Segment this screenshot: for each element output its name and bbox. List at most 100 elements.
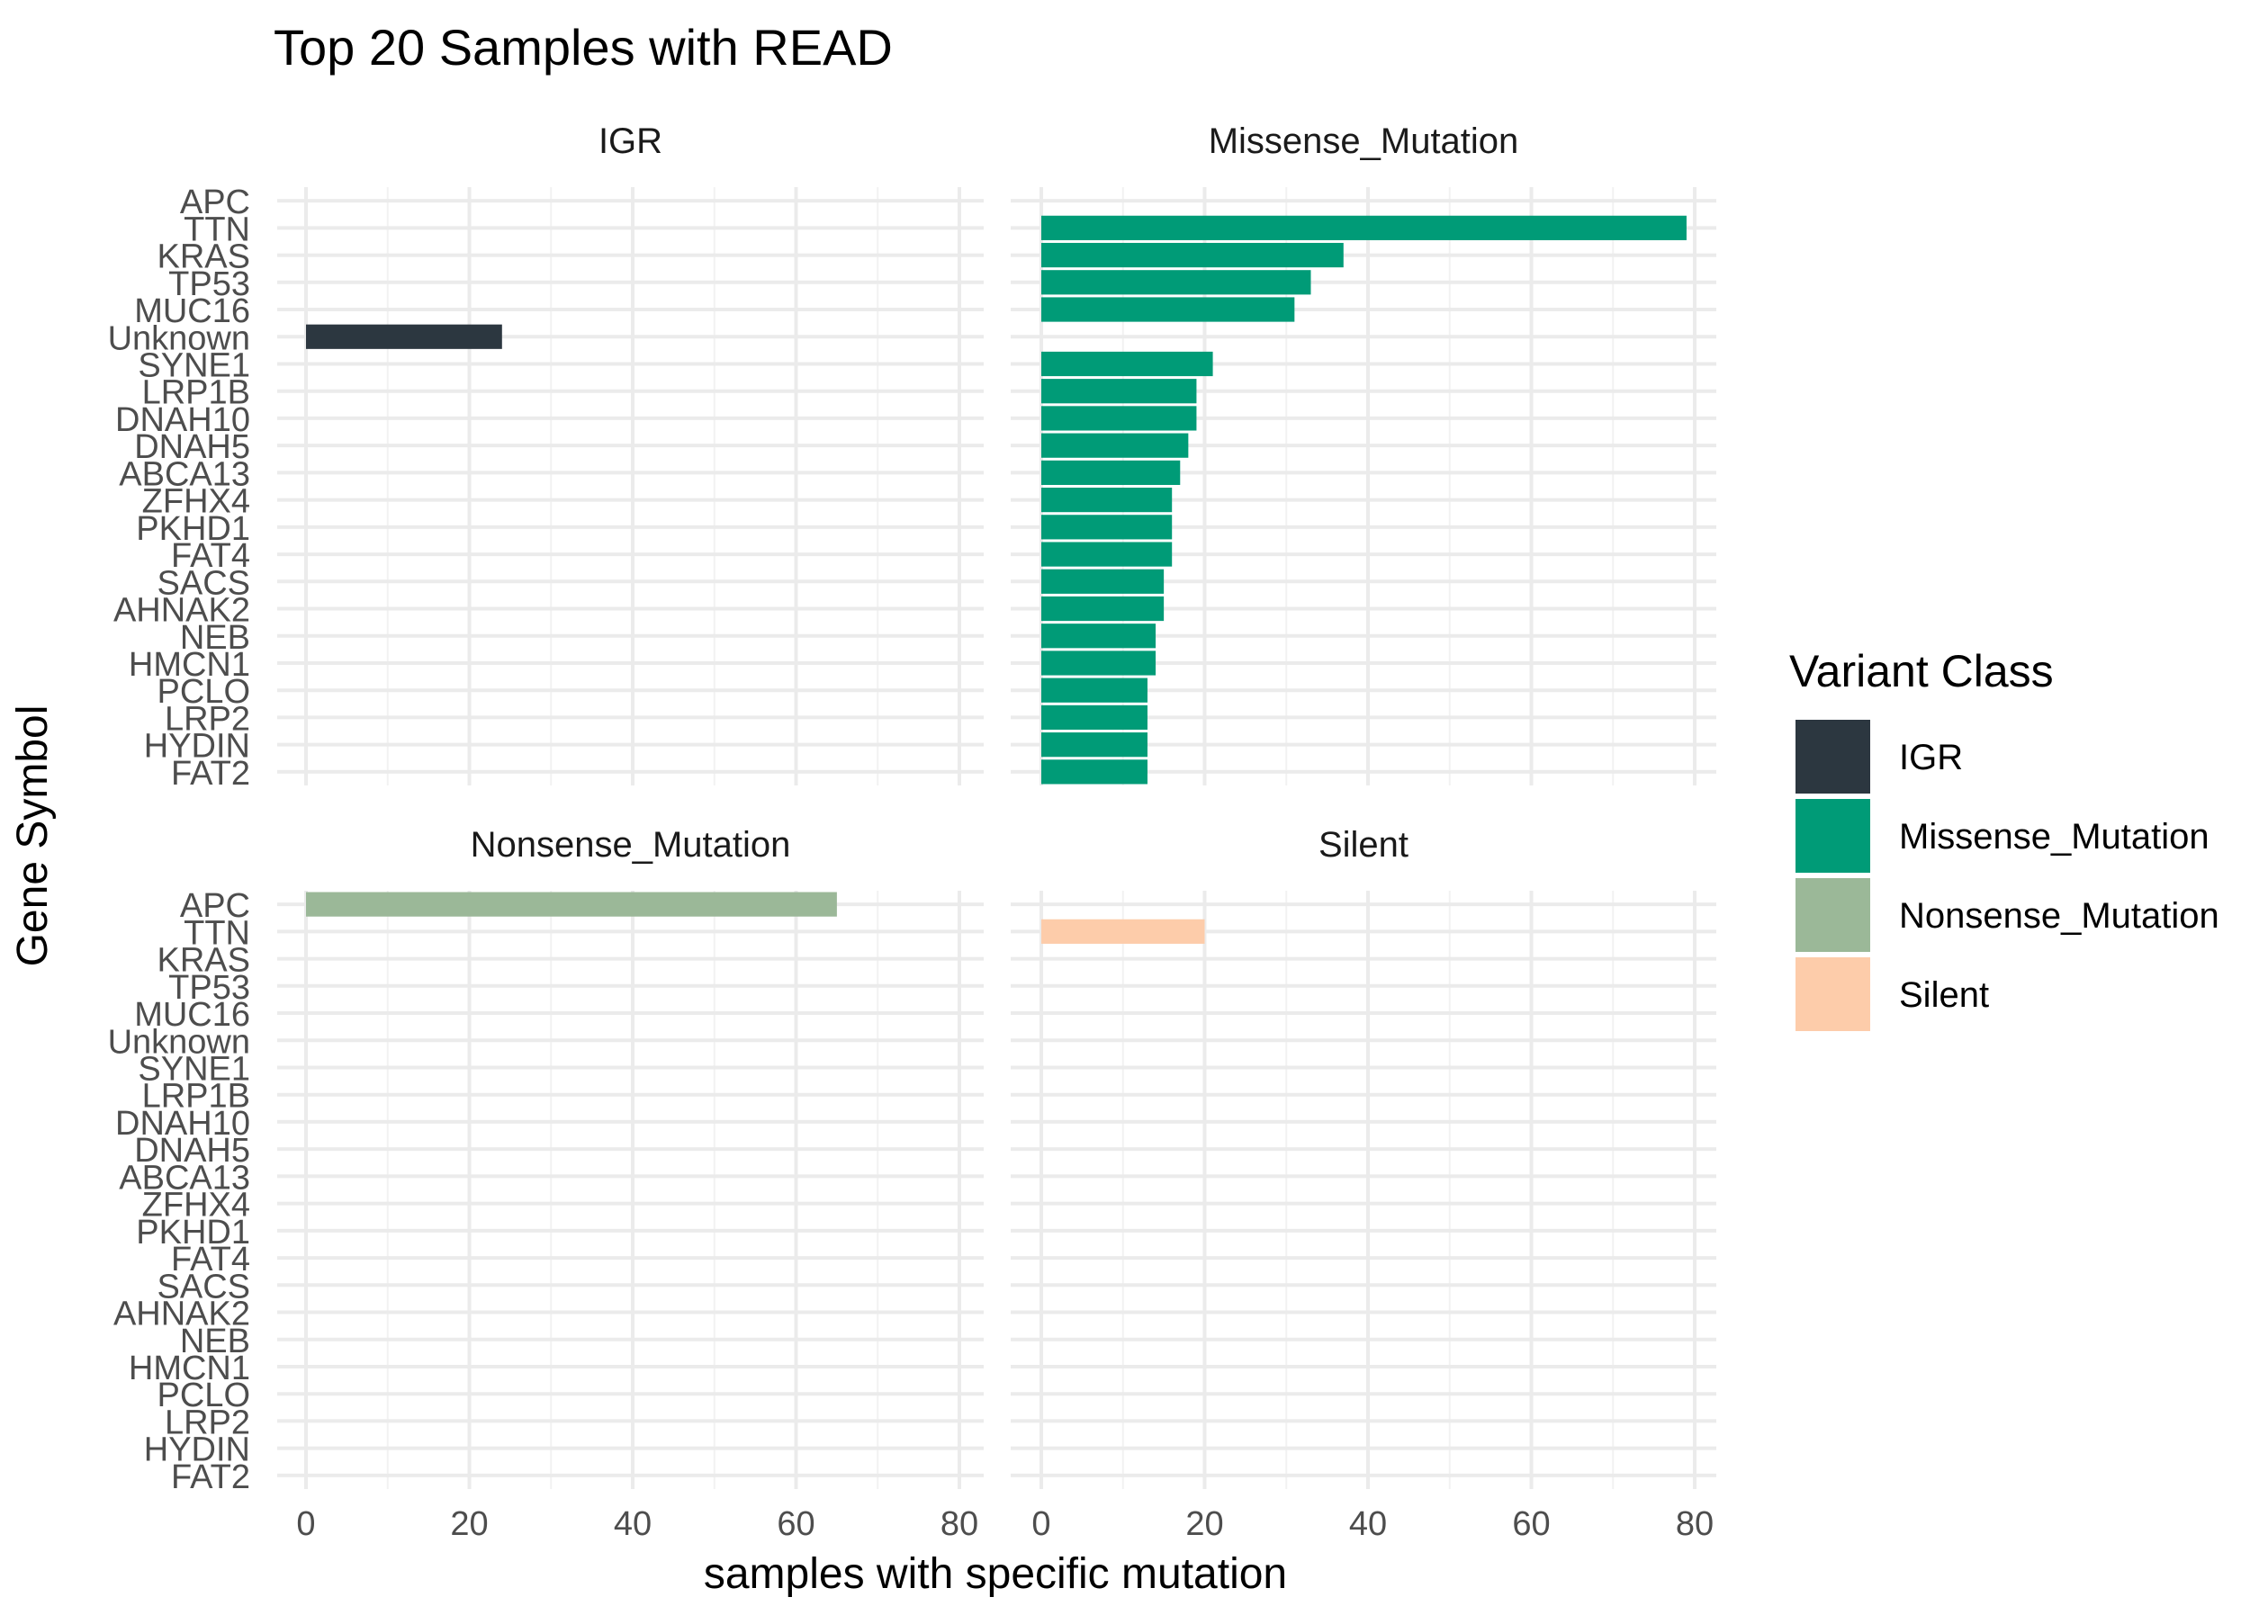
y-tick-label: DNAH10 — [115, 401, 250, 439]
bar-missense-mutation-abca13 — [1041, 460, 1181, 485]
y-tick-label: NEB — [180, 619, 250, 657]
y-tick-label: APC — [180, 184, 250, 221]
facet-strip-label: Silent — [1318, 825, 1408, 865]
bar-missense-mutation-dnah10 — [1041, 406, 1197, 431]
y-tick-label: ZFHX4 — [142, 1187, 250, 1225]
facet-missense-mutation: Missense_Mutation — [1011, 121, 1716, 785]
y-tick-label: LRP1B — [142, 1078, 250, 1116]
y-tick-label: Unknown — [108, 1023, 250, 1061]
y-tick-label: TTN — [184, 211, 250, 248]
facet-igr: IGR APCTTNKRASTP53MUC16UnknownSYNE1LRP1BD… — [108, 121, 984, 793]
legend-item-nonsense-mutation: Nonsense_Mutation — [1796, 878, 2219, 952]
y-tick-label: AHNAK2 — [113, 592, 250, 630]
y-tick-label: FAT2 — [171, 755, 250, 793]
legend-swatch — [1796, 720, 1870, 794]
legend-items: IGR Missense_Mutation Nonsense_Mutation Sil… — [1796, 720, 2219, 1031]
y-tick-label: FAT4 — [171, 1241, 250, 1279]
facet-strip-label: Nonsense_Mutation — [471, 825, 791, 865]
y-tick-label: HYDIN — [144, 1431, 250, 1469]
bar-igr-unknown — [306, 324, 502, 349]
legend-swatch — [1796, 957, 1870, 1031]
y-tick-label: ZFHX4 — [142, 483, 250, 521]
legend-label: Nonsense_Mutation — [1899, 896, 2219, 936]
y-tick-label: ABCA13 — [119, 455, 250, 493]
y-tick-label: DNAH10 — [115, 1105, 250, 1143]
y-axis-label: Gene Symbol — [9, 705, 57, 967]
bar-missense-mutation-tp53 — [1041, 270, 1311, 295]
bar-missense-mutation-sacs — [1041, 569, 1165, 594]
y-tick-label: HMCN1 — [129, 646, 250, 684]
y-tick-label: LRP2 — [165, 700, 250, 738]
x-tick-label: 0 — [1031, 1505, 1050, 1543]
legend-swatch — [1796, 878, 1870, 952]
y-tick-label: MUC16 — [134, 996, 250, 1034]
y-tick-label: TP53 — [168, 265, 250, 303]
bar-missense-mutation-ahnak2 — [1041, 596, 1165, 622]
bar-missense-mutation-lrp2 — [1041, 704, 1148, 731]
y-tick-label: AHNAK2 — [113, 1296, 250, 1333]
bar-missense-mutation-syne1 — [1041, 351, 1213, 377]
y-tick-label: PCLO — [158, 1377, 250, 1414]
bar-missense-mutation-zfhx4 — [1041, 488, 1173, 513]
y-tick-label: LRP1B — [142, 374, 250, 412]
y-tick-label: SACS — [158, 1268, 250, 1305]
bar-missense-mutation-pclo — [1041, 677, 1148, 703]
legend-item-silent: Silent — [1796, 957, 1989, 1031]
bar-missense-mutation-ttn — [1041, 215, 1687, 240]
bar-missense-mutation-fat2 — [1041, 759, 1148, 785]
y-tick-label: KRAS — [158, 238, 250, 276]
facet-strip-label: Missense_Mutation — [1209, 121, 1519, 161]
legend-label: Silent — [1899, 975, 1989, 1015]
bar-silent-ttn — [1041, 919, 1205, 944]
y-tick-label: HYDIN — [144, 728, 250, 766]
y-tick-label: SYNE1 — [138, 346, 250, 384]
y-tick-label: HMCN1 — [129, 1350, 250, 1387]
x-tick-label: 60 — [777, 1505, 814, 1543]
y-tick-label: Unknown — [108, 319, 250, 357]
legend-swatch — [1796, 799, 1870, 873]
y-tick-label: TP53 — [168, 969, 250, 1007]
y-tick-label: SYNE1 — [138, 1050, 250, 1088]
legend-label: Missense_Mutation — [1899, 817, 2210, 857]
facet-strip-label: IGR — [598, 121, 662, 161]
legend-label: IGR — [1899, 738, 1963, 777]
x-tick-label: 40 — [1349, 1505, 1387, 1543]
y-tick-label: SACS — [158, 564, 250, 602]
y-tick-label: NEB — [180, 1323, 250, 1360]
x-tick-label: 20 — [450, 1505, 488, 1543]
facet-nonsense-mutation: Nonsense_Mutation APCTTNKRASTP53MUC16Unkn… — [108, 825, 984, 1543]
y-tick-label: FAT4 — [171, 537, 250, 575]
y-tick-label: PKHD1 — [136, 1214, 250, 1252]
legend-title: Variant Class — [1789, 646, 2054, 696]
x-axis-label: samples with specific mutation — [704, 1550, 1287, 1598]
y-tick-label: PKHD1 — [136, 510, 250, 548]
bar-missense-mutation-dnah5 — [1041, 433, 1189, 458]
y-tick-label: ABCA13 — [119, 1159, 250, 1197]
x-tick-label: 80 — [1676, 1505, 1714, 1543]
x-tick-label: 80 — [940, 1505, 978, 1543]
bar-missense-mutation-kras — [1041, 242, 1344, 268]
facet-silent: Silent 0 20 40 60 80 — [1011, 825, 1716, 1543]
x-tick-label: 20 — [1185, 1505, 1223, 1543]
y-tick-label: LRP2 — [165, 1404, 250, 1441]
y-tick-label: MUC16 — [134, 292, 250, 330]
bar-missense-mutation-hydin — [1041, 732, 1148, 758]
y-tick-label: DNAH5 — [134, 1132, 250, 1170]
bar-missense-mutation-pkhd1 — [1041, 515, 1173, 540]
bar-missense-mutation-muc16 — [1041, 297, 1295, 322]
x-tick-label: 40 — [614, 1505, 652, 1543]
bar-missense-mutation-fat4 — [1041, 542, 1173, 567]
y-tick-label: TTN — [184, 914, 250, 952]
facet-panels: IGRAPCTTNKRASTP53MUC16UnknownSYNE1LRP1BD… — [108, 121, 1716, 1543]
bar-missense-mutation-lrp1b — [1041, 379, 1197, 404]
legend: Variant Class IGR Missense_Mutation Nonsen… — [1789, 646, 2219, 1031]
chart-title: Top 20 Samples with READ — [274, 19, 893, 76]
x-tick-label: 0 — [296, 1505, 315, 1543]
y-tick-label: PCLO — [158, 673, 250, 711]
bar-missense-mutation-hmcn1 — [1041, 650, 1156, 676]
y-tick-label: KRAS — [158, 942, 250, 980]
y-tick-label: APC — [180, 887, 250, 925]
